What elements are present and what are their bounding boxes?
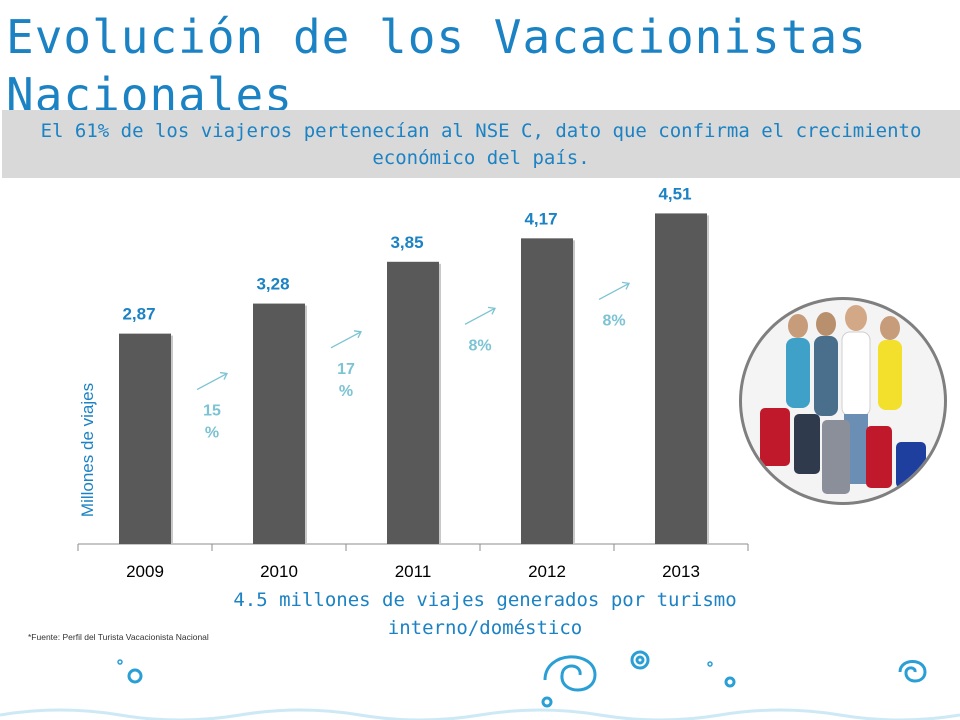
bar-2013 — [655, 213, 707, 545]
bar-chart: 2,87 2009 3,28 2010 3,85 2011 4,17 2012 4,51 2013… — [77, 184, 749, 581]
growth-arrow-head — [219, 371, 228, 380]
banner-text: El 61% de los viajeros pertenecían al NS… — [40, 120, 922, 169]
growth-arrow-head — [487, 306, 496, 315]
growth-label: 17% — [337, 361, 355, 400]
chart-subtitle: 4.5 millones de viajes generados por tur… — [233, 589, 737, 639]
bar-2011 — [387, 261, 439, 544]
x-tick-label-2013: 2013 — [662, 562, 700, 581]
data-label-2013: 4,51 — [658, 184, 691, 203]
growth-arrow — [196, 373, 228, 391]
growth-arrow — [598, 282, 630, 300]
source-note: *Fuente: Perfil del Turista Vacacionista… — [28, 632, 209, 642]
decorative-swirls — [0, 650, 960, 720]
bar-2009 — [119, 333, 171, 544]
page-title: Evolución de los Vacacionistas Nacionale… — [6, 10, 867, 112]
data-label-2011: 3,85 — [390, 233, 423, 252]
x-tick-label-2012: 2012 — [528, 562, 566, 581]
growth-label: 8% — [602, 312, 625, 329]
growth-label: 15% — [203, 403, 221, 442]
data-label-2009: 2,87 — [122, 305, 155, 324]
bar-2012 — [521, 238, 573, 545]
bar-2010 — [253, 303, 305, 544]
x-tick-label-2010: 2010 — [260, 562, 298, 581]
x-tick-label-2009: 2009 — [126, 562, 164, 581]
data-label-2012: 4,17 — [524, 209, 557, 228]
highlight-banner: El 61% de los viajeros pertenecían al NS… — [2, 110, 960, 178]
growth-label: 8% — [468, 337, 491, 354]
growth-arrow — [464, 307, 496, 325]
y-axis-label: Millones de viajes — [78, 382, 97, 518]
travelers-photo — [739, 297, 947, 505]
growth-arrow-head — [353, 330, 362, 339]
growth-arrow-head — [621, 281, 630, 290]
x-tick-label-2011: 2011 — [395, 562, 432, 581]
data-label-2010: 3,28 — [256, 275, 289, 294]
growth-arrow — [330, 331, 362, 349]
